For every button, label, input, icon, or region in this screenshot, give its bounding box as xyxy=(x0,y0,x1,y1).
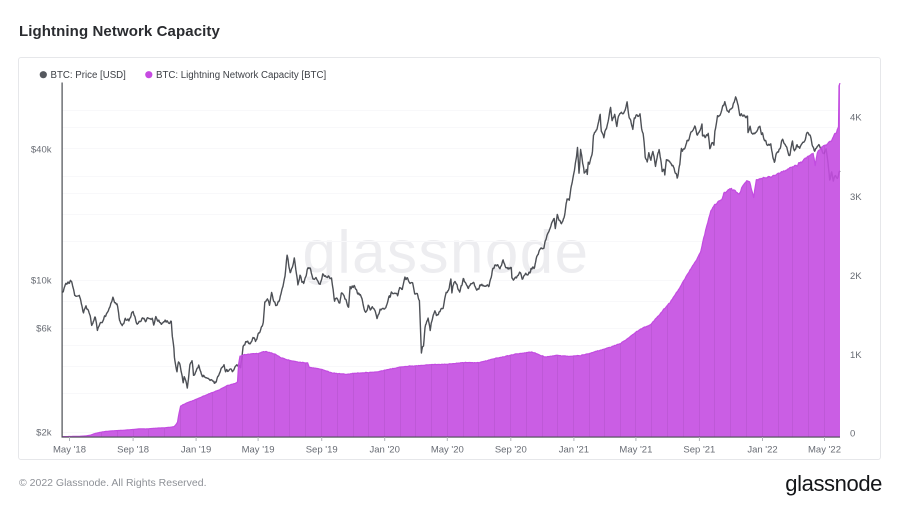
svg-text:0: 0 xyxy=(850,428,855,439)
svg-text:May '19: May '19 xyxy=(242,445,275,456)
svg-text:Sep '20: Sep '20 xyxy=(495,445,527,456)
svg-text:$2k: $2k xyxy=(36,428,52,439)
svg-text:May '22: May '22 xyxy=(808,445,841,456)
svg-text:1K: 1K xyxy=(850,350,862,361)
svg-text:May '20: May '20 xyxy=(431,445,464,456)
svg-text:Sep '18: Sep '18 xyxy=(117,445,149,456)
svg-text:Sep '21: Sep '21 xyxy=(683,445,715,456)
svg-text:May '18: May '18 xyxy=(53,445,86,456)
svg-text:3K: 3K xyxy=(850,192,862,203)
svg-text:Jan '20: Jan '20 xyxy=(370,445,400,456)
svg-text:$10k: $10k xyxy=(31,275,52,286)
svg-text:glassnode: glassnode xyxy=(785,471,882,496)
svg-text:2K: 2K xyxy=(850,271,862,282)
svg-text:Jan '21: Jan '21 xyxy=(559,445,589,456)
svg-text:Sep '19: Sep '19 xyxy=(306,445,338,456)
svg-text:BTC: Price [USD]: BTC: Price [USD] xyxy=(51,70,126,81)
svg-text:May '21: May '21 xyxy=(619,445,652,456)
svg-text:glassnode: glassnode xyxy=(302,219,589,286)
svg-text:$40k: $40k xyxy=(31,144,52,155)
svg-text:BTC: Lightning Network Capacit: BTC: Lightning Network Capacity [BTC] xyxy=(156,70,326,81)
svg-text:$6k: $6k xyxy=(36,324,52,335)
svg-text:Jan '22: Jan '22 xyxy=(747,445,777,456)
svg-text:Jan '19: Jan '19 xyxy=(181,445,211,456)
svg-text:4K: 4K xyxy=(850,113,862,124)
